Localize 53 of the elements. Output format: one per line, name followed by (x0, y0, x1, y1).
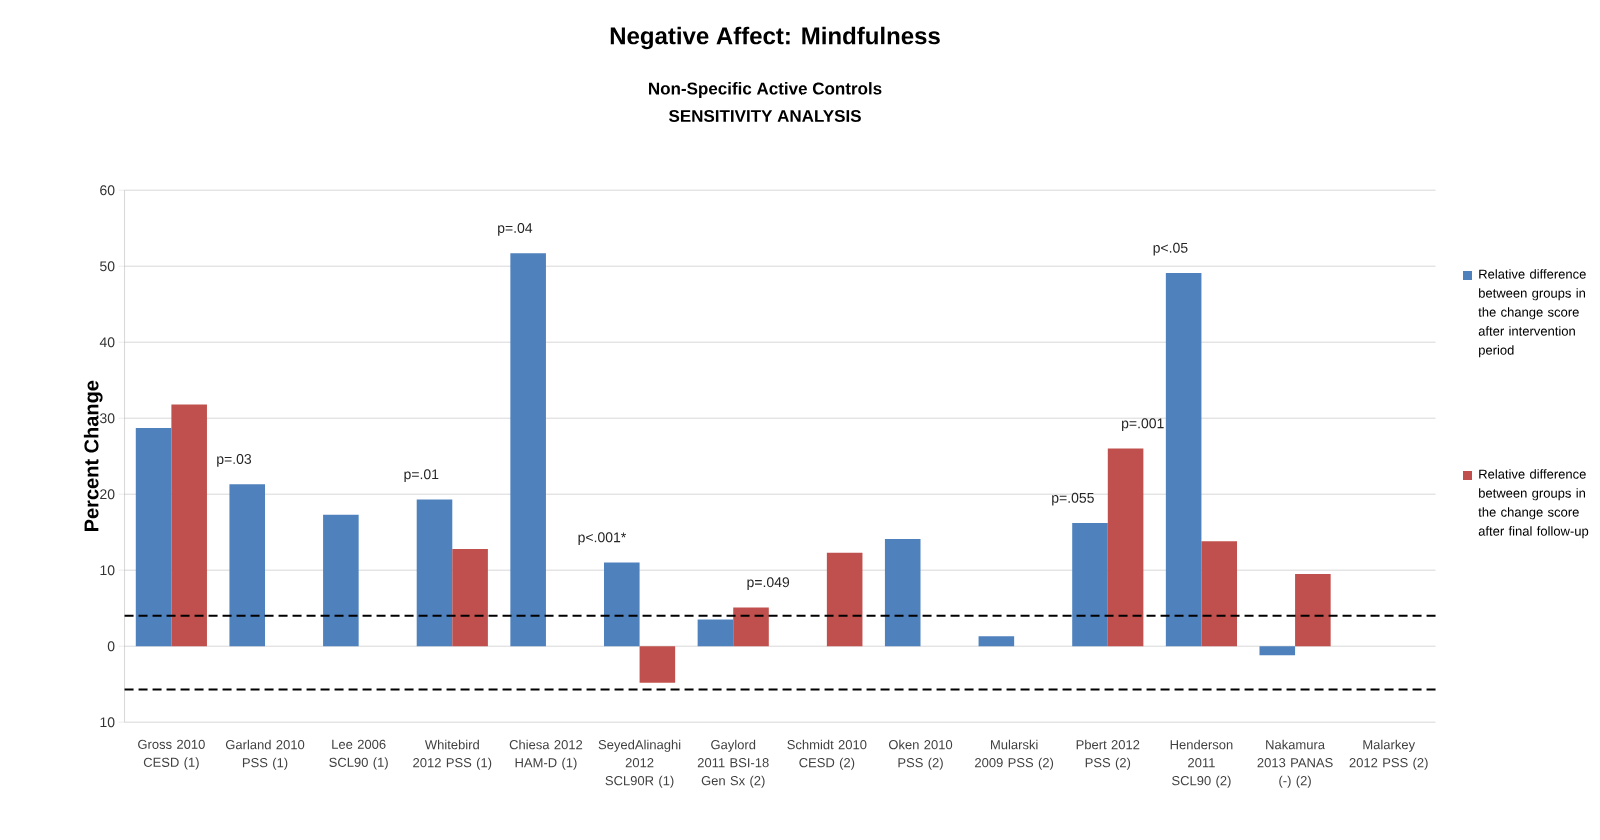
x-tick-label: Gross 2010 CESD (1) (138, 739, 205, 770)
x-tick-label: Gaylord 2011 BSI-18 Gen Sx (2) (697, 739, 769, 788)
bar (323, 514, 359, 647)
bar (697, 619, 734, 647)
annotation: p<.05 (1153, 242, 1188, 256)
bar (229, 484, 266, 647)
y-tick-label: 10 (100, 565, 115, 576)
bar (733, 607, 769, 647)
legend-label: Relative difference between groups in the change score after intervention period (1478, 269, 1586, 358)
x-tick-label: Schmidt 2010 CESD (2) (787, 739, 867, 770)
annotation: p=.001 (1122, 418, 1164, 432)
bar (1165, 273, 1202, 647)
x-tick-label: Nakamura 2013 PANAS (-) (2) (1257, 739, 1333, 788)
annotation: p=.03 (217, 454, 252, 467)
chart-subtitle: Non-Specific Active Controls (649, 82, 882, 98)
x-tick-label: Oken 2010 PSS (2) (888, 739, 953, 770)
y-tick-label: 40 (99, 337, 115, 348)
bar (1259, 646, 1296, 656)
bar (884, 539, 921, 647)
y-tick-label: 60 (100, 185, 115, 196)
bar (452, 548, 488, 647)
bar (1295, 573, 1331, 647)
x-tick-label: Mularski 2009 PSS (2) (975, 739, 1054, 770)
bar (978, 636, 1015, 647)
x-tick-label: Whitebird 2012 PSS (1) (413, 739, 492, 770)
annotation: p=.055 (1052, 492, 1094, 506)
x-tick-label: Pbert 2012 PSS (2) (1076, 739, 1140, 770)
bar (826, 552, 863, 647)
text: SENSITIVITY ANALYSIS (668, 109, 861, 123)
annotation: p<.001* (578, 532, 627, 546)
bar (639, 646, 676, 683)
x-tick-label: Chiesa 2012 HAM-D (1) (509, 739, 583, 770)
x-tick-label: SeyedAlinaghi 2012 SCL90R (1) (598, 739, 681, 788)
x-tick-label: Garland 2010 PSS (1) (225, 739, 305, 770)
x-tick-label: Lee 2006 SCL90 (1) (329, 739, 388, 770)
x-tick-label: Malarkey 2012 PSS (2) (1349, 739, 1428, 770)
chart-title: Negative Affect: Mindfulness (610, 26, 940, 50)
legend-label: Relative difference between groups in the change score after final follow-up (1478, 469, 1589, 539)
bar (1201, 541, 1238, 647)
annotation: p=.049 (747, 577, 790, 590)
y-tick-label: 50 (100, 261, 115, 272)
annotation: p=.01 (404, 469, 439, 482)
x-tick-label: Henderson 2011 SCL90 (2) (1170, 739, 1233, 788)
bar (1072, 523, 1108, 647)
bar (135, 428, 172, 647)
y-tick-label: 10 (100, 717, 115, 728)
bar (171, 404, 207, 647)
bar (1107, 448, 1144, 647)
bar (416, 499, 453, 647)
annotation: p=.04 (498, 223, 533, 236)
bar (510, 253, 546, 647)
bar (604, 562, 640, 647)
y-tick-label: 0 (107, 641, 115, 652)
